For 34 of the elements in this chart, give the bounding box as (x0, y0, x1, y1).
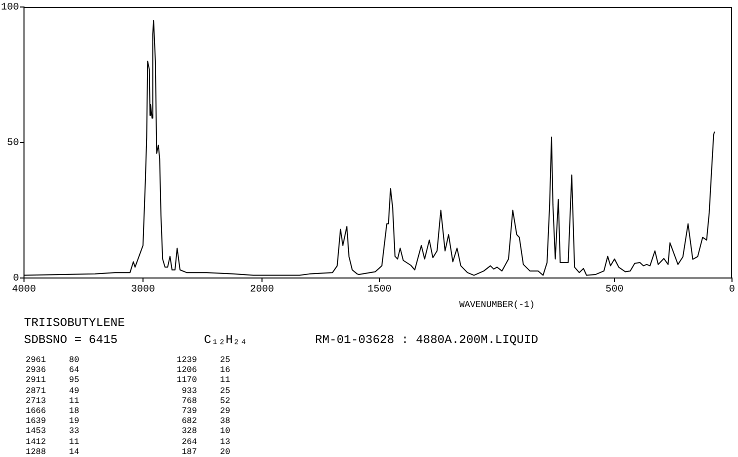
text: 1239 25 (176, 355, 230, 365)
text: 768 52 (182, 396, 230, 406)
text: 1639 19 (26, 416, 80, 426)
text: 2911 95 (26, 375, 80, 386)
y-tick-label: 50 (6, 138, 19, 150)
text: 328 10 (182, 426, 230, 436)
text: 187 20 (182, 446, 230, 457)
text: 2713 11 (26, 396, 80, 406)
text: 1412 11 (26, 436, 80, 447)
y-tick-label: 0 (12, 274, 19, 285)
text: TRIISOBUTYLENE (24, 316, 125, 330)
y-tick-label: 100 (0, 2, 19, 14)
x-tick-label: 4000 (12, 284, 36, 296)
x-axis-title: WAVENUMBER(-1) (459, 300, 535, 310)
text: 264 13 (182, 436, 230, 447)
text: 1453 33 (26, 426, 80, 436)
x-tick-label: 1500 (367, 284, 392, 296)
text: C₁₂H₂₄ (204, 333, 248, 347)
text: RM-01-03628 : 4880A.200M.LIQUID (315, 333, 538, 347)
text: 2871 49 (26, 386, 80, 396)
x-tick-label: 500 (605, 284, 624, 296)
text: 933 25 (182, 386, 230, 396)
text: 2936 64 (26, 365, 80, 376)
x-tick-label: 0 (728, 284, 736, 296)
text: 1206 16 (176, 365, 230, 376)
text: 2961 80 (26, 355, 80, 365)
text: 1288 14 (26, 446, 80, 457)
text: SDBSNO = 6415 (24, 333, 118, 347)
x-tick-label: 2000 (250, 284, 274, 296)
text: 682 38 (182, 416, 230, 426)
text: 1666 18 (26, 406, 80, 416)
x-tick-label: 3000 (130, 284, 156, 296)
text: 739 29 (182, 406, 230, 416)
text: 1170 11 (176, 375, 230, 386)
